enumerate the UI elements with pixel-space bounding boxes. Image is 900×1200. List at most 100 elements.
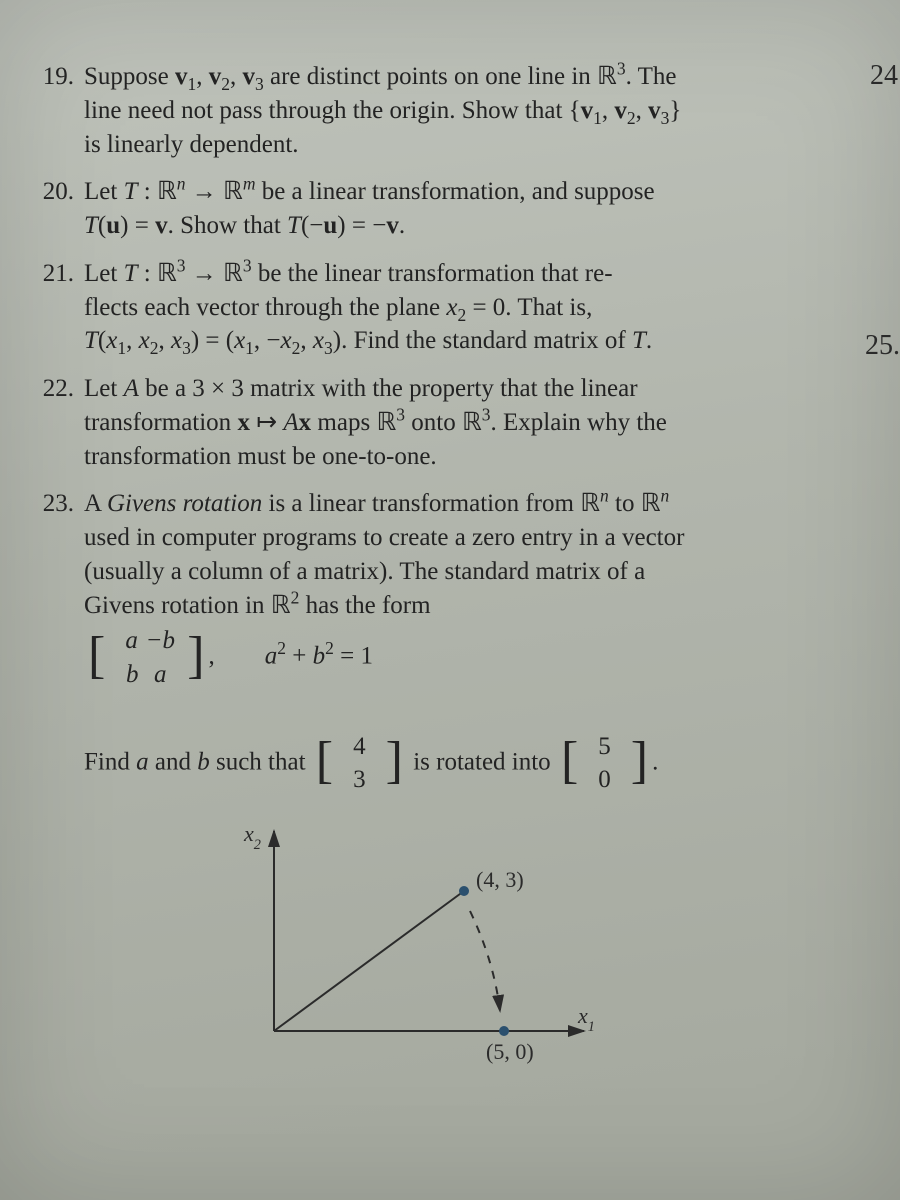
text: , — [300, 327, 313, 354]
text: Givens rotation in — [84, 592, 271, 619]
cell: a — [146, 658, 174, 692]
vec-v: v — [386, 212, 399, 239]
text: . The — [626, 63, 677, 90]
var-a: a — [265, 643, 278, 670]
real-symbol: ℝ — [597, 63, 617, 90]
text: A — [84, 490, 107, 517]
sup: 2 — [277, 638, 286, 658]
sup: 3 — [177, 255, 186, 275]
problem-23: 23. A Givens rotation is a linear transf… — [30, 487, 900, 1091]
sup: 3 — [617, 59, 626, 79]
map-T: T — [84, 327, 98, 354]
problem-21: 21. Let T : ℝ3 → ℝ3 be the linear transf… — [30, 257, 900, 358]
problem-number: 23. — [30, 487, 74, 521]
map-T: T — [124, 260, 138, 287]
text: , — [158, 327, 171, 354]
vec-x: x — [237, 409, 250, 436]
vec-v: v — [581, 97, 594, 124]
var-x: x — [171, 327, 182, 354]
real-symbol: ℝ — [157, 178, 177, 205]
text: , — [636, 97, 649, 124]
problem-22: 22. Let A be a 3 × 3 matrix with the pro… — [30, 372, 900, 473]
var-x: x — [139, 327, 150, 354]
cell: 5 — [591, 730, 619, 764]
text: Let — [84, 375, 124, 402]
sup: 3 — [243, 255, 252, 275]
text: flects each vector through the plane — [84, 294, 446, 321]
real-symbol: ℝ — [462, 409, 482, 436]
cell: 0 — [591, 763, 619, 797]
text: such that — [210, 748, 312, 775]
text: is a linear transformation from — [262, 490, 580, 517]
vec-u: u — [106, 212, 120, 239]
var-x: x — [281, 327, 292, 354]
text: . Explain why the — [491, 409, 667, 436]
svg-text:(4, 3): (4, 3) — [476, 867, 524, 892]
sup: n — [600, 486, 609, 506]
text: : — [137, 260, 156, 287]
vec-u: u — [323, 212, 337, 239]
textbook-page: 24 25. 19. Suppose v1, v2, v3 are distin… — [0, 0, 900, 1200]
sub: 1 — [187, 74, 196, 94]
text: } — [669, 97, 681, 124]
var-x: x — [446, 294, 457, 321]
sub: 1 — [593, 108, 602, 128]
problem-number: 22. — [30, 372, 74, 406]
text: Let — [84, 260, 124, 287]
text: transformation — [84, 409, 237, 436]
problem-number: 20. — [30, 175, 74, 209]
var-x: x — [234, 327, 245, 354]
term: Givens rotation — [107, 490, 262, 517]
text: → — [186, 178, 224, 205]
text: , — [230, 63, 243, 90]
vector-output: [ 5 0 ] — [561, 728, 648, 800]
map-T: T — [124, 178, 138, 205]
text: = 0. That is, — [466, 294, 592, 321]
sup: n — [177, 174, 186, 194]
text: → — [186, 260, 224, 287]
real-symbol: ℝ — [223, 178, 243, 205]
text: used in computer programs to create a ze… — [84, 524, 684, 551]
text: Find — [84, 748, 136, 775]
vec-x: x — [299, 409, 312, 436]
problem-number: 19. — [30, 60, 74, 94]
matrix-A: A — [283, 409, 298, 436]
text: line need not pass through the origin. S… — [84, 97, 581, 124]
text: ). Find the standard matrix of — [333, 327, 632, 354]
text: be a linear transformation, and suppose — [255, 178, 654, 205]
map-T: T — [84, 212, 98, 239]
text: ) = ( — [191, 327, 234, 354]
cell: b — [118, 658, 146, 692]
vec-v: v — [155, 212, 168, 239]
matrix-A: A — [124, 375, 139, 402]
vec-v: v — [242, 63, 255, 90]
text: ( — [98, 212, 106, 239]
text: is rotated into — [413, 748, 557, 775]
sub: 1 — [117, 338, 126, 358]
text: are distinct points on one line in — [264, 63, 597, 90]
vec-v: v — [175, 63, 188, 90]
text: transformation must be one-to-one. — [84, 443, 437, 470]
sub: 2 — [457, 305, 466, 325]
text: Let — [84, 178, 124, 205]
text: ↦ — [250, 409, 283, 436]
real-symbol: ℝ — [641, 490, 661, 517]
text: to — [609, 490, 641, 517]
vector-input: [ 4 3 ] — [316, 728, 403, 800]
real-symbol: ℝ — [580, 490, 600, 517]
map-T: T — [287, 212, 301, 239]
sup: 2 — [325, 638, 334, 658]
text: be a 3 × 3 matrix with the property that… — [139, 375, 638, 402]
map-T: T — [632, 327, 646, 354]
cell: a — [118, 624, 146, 658]
text: ) = − — [337, 212, 386, 239]
text: (− — [301, 212, 323, 239]
text: . — [652, 748, 658, 775]
sup: 3 — [396, 404, 405, 424]
var-b: b — [313, 643, 326, 670]
cell: 4 — [345, 730, 373, 764]
problem-20: 20. Let T : ℝn → ℝm be a linear transfor… — [30, 175, 900, 243]
vec-v: v — [614, 97, 627, 124]
text: Suppose — [84, 63, 175, 90]
text: ( — [98, 327, 106, 354]
